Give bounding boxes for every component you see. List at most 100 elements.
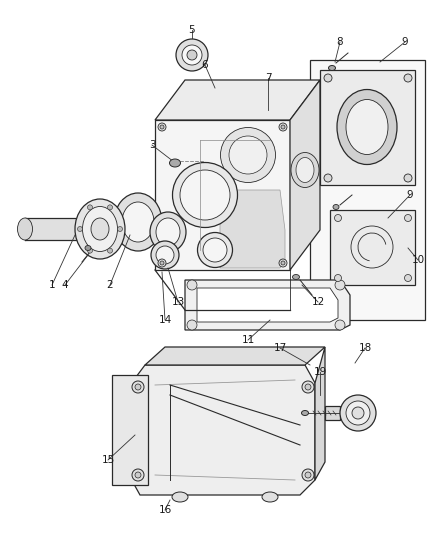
Ellipse shape [292, 274, 299, 279]
Polygon shape [155, 120, 290, 270]
Ellipse shape [132, 469, 144, 481]
Ellipse shape [403, 274, 410, 281]
Ellipse shape [187, 280, 197, 290]
Ellipse shape [332, 205, 338, 209]
Ellipse shape [159, 261, 164, 265]
Text: 9: 9 [401, 37, 407, 47]
Text: 18: 18 [357, 343, 371, 353]
Ellipse shape [290, 152, 318, 188]
Ellipse shape [304, 384, 310, 390]
Ellipse shape [135, 384, 141, 390]
Text: 16: 16 [158, 505, 171, 515]
Ellipse shape [339, 395, 375, 431]
Ellipse shape [345, 100, 387, 155]
Text: 10: 10 [410, 255, 424, 265]
Ellipse shape [328, 66, 335, 70]
Ellipse shape [334, 214, 341, 222]
Ellipse shape [85, 246, 91, 251]
Ellipse shape [280, 261, 284, 265]
Text: 12: 12 [311, 297, 324, 307]
Polygon shape [155, 80, 319, 120]
Ellipse shape [334, 320, 344, 330]
Polygon shape [130, 365, 314, 495]
Ellipse shape [158, 123, 166, 131]
Ellipse shape [304, 472, 310, 478]
Ellipse shape [403, 174, 411, 182]
Ellipse shape [187, 50, 197, 60]
Ellipse shape [91, 218, 109, 240]
Ellipse shape [182, 45, 201, 65]
Ellipse shape [132, 381, 144, 393]
Text: 15: 15 [101, 455, 114, 465]
Ellipse shape [197, 232, 232, 268]
Ellipse shape [403, 74, 411, 82]
Polygon shape [25, 218, 100, 240]
Ellipse shape [117, 227, 122, 231]
Ellipse shape [279, 123, 286, 131]
Ellipse shape [295, 157, 313, 182]
Ellipse shape [180, 170, 230, 220]
Ellipse shape [323, 74, 331, 82]
Ellipse shape [18, 218, 32, 240]
Polygon shape [145, 347, 324, 365]
Ellipse shape [280, 125, 284, 129]
Polygon shape [197, 288, 337, 322]
Ellipse shape [301, 469, 313, 481]
Ellipse shape [135, 472, 141, 478]
Ellipse shape [172, 163, 237, 228]
Text: 7: 7 [264, 73, 271, 83]
Ellipse shape [87, 248, 92, 253]
Ellipse shape [187, 320, 197, 330]
Text: 17: 17 [273, 343, 286, 353]
Ellipse shape [261, 492, 277, 502]
Ellipse shape [159, 125, 164, 129]
Text: 4: 4 [62, 280, 68, 290]
Ellipse shape [301, 410, 308, 416]
Ellipse shape [155, 218, 180, 246]
Ellipse shape [351, 407, 363, 419]
Text: 13: 13 [171, 297, 184, 307]
Ellipse shape [150, 212, 186, 252]
Ellipse shape [334, 280, 344, 290]
Ellipse shape [107, 205, 112, 210]
Ellipse shape [279, 259, 286, 267]
Ellipse shape [114, 193, 162, 251]
Ellipse shape [323, 174, 331, 182]
Text: 11: 11 [241, 335, 254, 345]
Ellipse shape [176, 39, 208, 71]
Ellipse shape [151, 241, 179, 269]
Ellipse shape [301, 381, 313, 393]
Ellipse shape [78, 227, 82, 231]
Polygon shape [219, 190, 284, 268]
Ellipse shape [169, 159, 180, 167]
Ellipse shape [172, 492, 187, 502]
Polygon shape [309, 60, 424, 320]
Text: 5: 5 [188, 25, 195, 35]
Polygon shape [184, 280, 349, 330]
Polygon shape [290, 80, 319, 270]
Ellipse shape [334, 274, 341, 281]
Polygon shape [319, 70, 414, 185]
Text: 2: 2 [106, 280, 113, 290]
Ellipse shape [87, 205, 92, 210]
Ellipse shape [75, 199, 125, 259]
Ellipse shape [229, 136, 266, 174]
Polygon shape [329, 210, 414, 285]
Ellipse shape [107, 248, 112, 253]
Ellipse shape [202, 238, 226, 262]
Text: 6: 6 [201, 60, 208, 70]
Text: 14: 14 [158, 315, 171, 325]
Text: 3: 3 [148, 140, 155, 150]
Ellipse shape [155, 246, 173, 264]
Ellipse shape [345, 401, 369, 425]
Text: 19: 19 [313, 367, 326, 377]
Ellipse shape [403, 214, 410, 222]
Polygon shape [112, 375, 148, 485]
Polygon shape [314, 347, 324, 480]
Ellipse shape [220, 127, 275, 182]
Text: 9: 9 [406, 190, 412, 200]
Text: 1: 1 [49, 280, 55, 290]
Ellipse shape [336, 90, 396, 165]
Ellipse shape [82, 206, 117, 252]
Polygon shape [324, 406, 339, 420]
